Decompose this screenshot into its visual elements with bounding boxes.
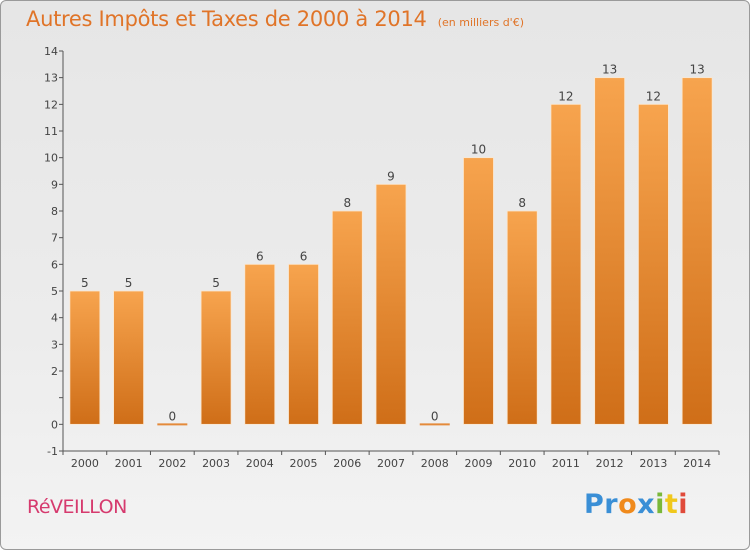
y-tick-label: 9: [51, 178, 58, 191]
data-label: 6: [256, 249, 264, 263]
data-label: 8: [518, 196, 526, 210]
title-unit: (en milliers d'€): [437, 16, 524, 29]
x-tick-label: 2014: [683, 457, 711, 470]
bar-2000: [69, 290, 101, 425]
bar-2004: [244, 263, 276, 425]
y-tick-label: 0: [51, 418, 58, 431]
commune-name: RéVEILLON: [27, 496, 127, 518]
x-tick-label: 2013: [639, 457, 667, 470]
data-label: 5: [212, 276, 220, 290]
data-label: 9: [387, 169, 395, 183]
x-tick-label: 2001: [115, 457, 143, 470]
x-tick-label: 2003: [202, 457, 230, 470]
y-tick-label: 4: [51, 312, 58, 325]
y-tick-label: 12: [44, 98, 58, 111]
y-tick-label: 5: [51, 285, 58, 298]
title-main: Autres Impôts et Taxes de 2000 à 2014: [26, 7, 427, 31]
bar-2007: [375, 183, 407, 425]
y-tick-label: 13: [44, 72, 58, 85]
bar-2006: [331, 210, 363, 425]
bar-2010: [506, 210, 538, 425]
data-label: 0: [431, 409, 439, 423]
y-tick-label: 7: [51, 232, 58, 245]
x-tick-label: 2011: [552, 457, 580, 470]
x-tick-label: 2012: [596, 457, 624, 470]
y-tick-label: 6: [51, 258, 58, 271]
x-tick-label: 2009: [464, 457, 492, 470]
bar-2013: [638, 103, 669, 425]
data-label: 0: [169, 409, 177, 423]
x-tick-label: 2002: [158, 457, 186, 470]
proxiti-logo: Proxiti: [584, 489, 689, 520]
x-tick-label: 2008: [421, 457, 449, 470]
data-label: 10: [471, 143, 486, 157]
data-label: 5: [81, 276, 89, 290]
x-tick-label: 2000: [71, 457, 99, 470]
data-label: 8: [343, 196, 351, 210]
data-label: 12: [646, 89, 661, 103]
bar-2001: [113, 290, 144, 425]
bar-2009: [463, 157, 494, 425]
bar-2003: [200, 290, 232, 425]
y-tick-label: 11: [44, 125, 58, 138]
y-tick-label: 2: [51, 365, 58, 378]
bar-2012: [594, 77, 626, 425]
y-tick-label: 8: [51, 205, 58, 218]
x-tick-label: 2007: [377, 457, 405, 470]
x-tick-label: 2010: [508, 457, 536, 470]
x-tick-label: 2005: [290, 457, 318, 470]
chart-title: Autres Impôts et Taxes de 2000 à 2014 (e…: [26, 7, 524, 31]
x-tick-label: 2006: [333, 457, 361, 470]
data-label: 5: [125, 276, 133, 290]
y-tick-label: 3: [51, 338, 58, 351]
y-tick-label: 10: [44, 152, 58, 165]
data-label: 13: [689, 63, 704, 77]
y-tick-label: 14: [44, 45, 58, 58]
bar-2014: [681, 77, 713, 425]
y-tick-label: -1: [47, 445, 58, 458]
bar-2011: [550, 103, 582, 425]
x-tick-label: 2004: [246, 457, 274, 470]
data-label: 13: [602, 63, 617, 77]
data-label: 12: [558, 89, 573, 103]
data-label: 6: [300, 249, 308, 263]
bar-2005: [288, 263, 319, 425]
